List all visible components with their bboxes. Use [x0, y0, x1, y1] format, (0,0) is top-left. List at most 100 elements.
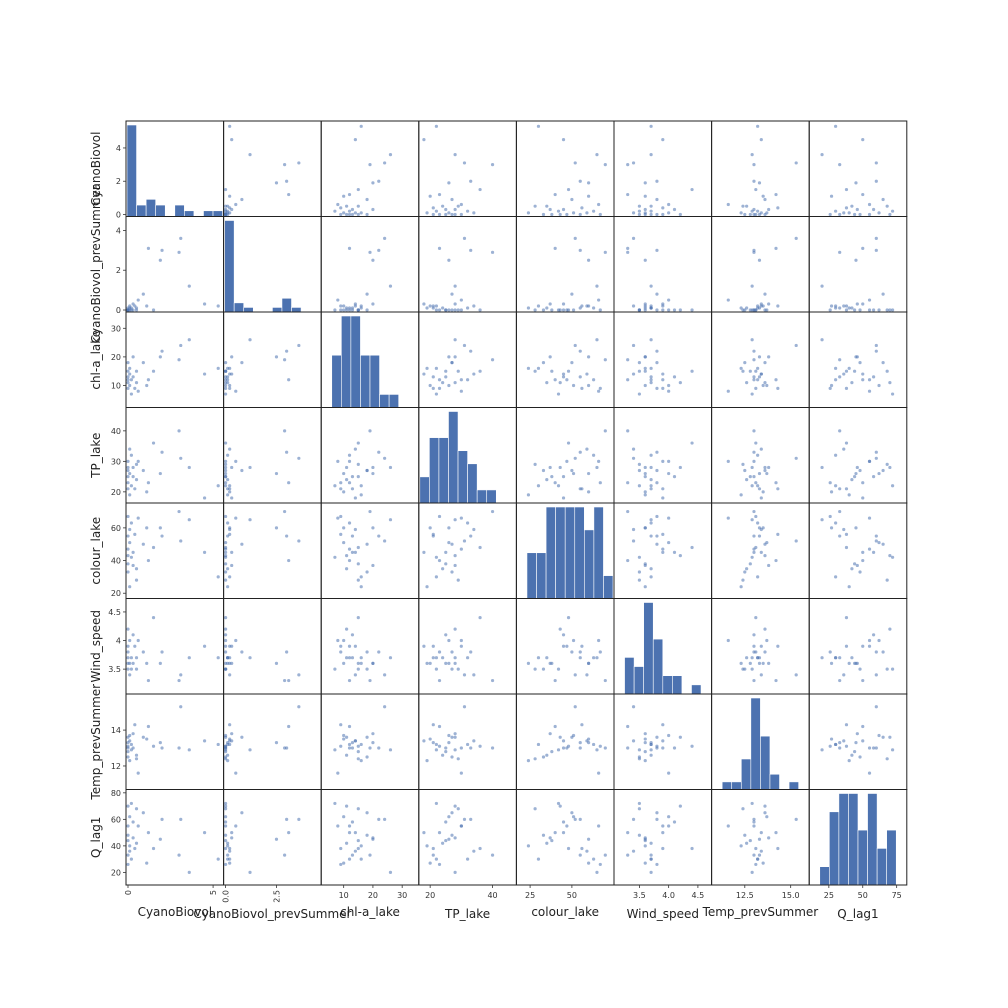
- scatter-point-cyanobiovol-vs-chl-a-lake-7: [356, 187, 360, 192]
- scatter-point-wind-speed-vs-colour-lake-5: [578, 650, 582, 654]
- scatter-point-cyanobiovol-vs-cyanobiovol-prevsummer-4: [283, 162, 287, 167]
- scatter-point-cyanobiovol-vs-q-lag1-26: [888, 212, 892, 217]
- scatter-point-tp-lake-vs-temp-prevsummer-0: [756, 484, 760, 488]
- scatter-point-wind-speed-vs-chl-a-lake-7: [356, 616, 360, 620]
- scatter-point-chl-a-lake-vs-q-lag1-27: [853, 369, 857, 373]
- scatter-point-q-lag1-vs-chl-a-lake-22: [347, 824, 352, 828]
- scatter-point-temp-prevsummer-vs-chl-a-lake-7: [356, 744, 360, 748]
- scatter-point-tp-lake-vs-cyanobiovol-prevsummer-26: [224, 465, 228, 470]
- scatter-point-cyanobiovol-vs-cyanobiovol-prevsummer-6: [274, 181, 279, 185]
- scatter-point-tp-lake-vs-temp-prevsummer-5: [752, 450, 756, 454]
- scatter-point-chl-a-lake-vs-q-lag1-4: [838, 358, 842, 362]
- scatter-point-cyanobiovol-prevsummer-vs-q-lag1-15: [872, 308, 876, 312]
- scatter-point-q-lag1-vs-wind-speed-10: [655, 811, 659, 815]
- scatter-point-colour-lake-vs-tp-lake-25: [431, 534, 435, 538]
- scatter-point-colour-lake-vs-temp-prevsummer-16: [767, 563, 771, 568]
- scatter-point-colour-lake-vs-chl-a-lake-2: [388, 518, 393, 522]
- histogram-bar-wind-speed-3: [643, 602, 654, 695]
- scatter-point-cyanobiovol-prevsummer-vs-tp-lake-6: [447, 258, 451, 262]
- scatter-point-chl-a-lake-vs-cyanobiovol-prevsummer-10: [240, 361, 244, 365]
- scatter-point-chl-a-lake-vs-tp-lake-6: [447, 355, 451, 359]
- scatter-point-q-lag1-vs-wind-speed-7: [690, 846, 694, 851]
- ytick-label-wind-speed: 4.5: [108, 608, 121, 617]
- scatter-point-q-lag1-vs-tp-lake-25: [431, 853, 435, 857]
- scatter-point-temp-prevsummer-vs-cyanobiovol-prevsummer-16: [230, 732, 234, 736]
- scatter-point-cyanobiovol-vs-temp-prevsummer-27: [748, 212, 752, 217]
- scatter-point-chl-a-lake-vs-cyanobiovol-prevsummer-26: [224, 381, 228, 385]
- scatter-point-q-lag1-vs-chl-a-lake-14: [339, 846, 343, 851]
- scatter-point-cyanobiovol-vs-temp-prevsummer-3: [794, 161, 798, 165]
- scatter-point-chl-a-lake-vs-temp-prevsummer-26: [763, 381, 767, 385]
- scatter-point-cyanobiovol-prevsummer-vs-colour-lake-21: [526, 306, 531, 310]
- scatter-point-cyanobiovol-vs-tp-lake-8: [437, 192, 442, 197]
- scatter-point-temp-prevsummer-vs-colour-lake-22: [565, 746, 569, 750]
- scatter-point-wind-speed-vs-chl-a-lake-3: [383, 673, 387, 677]
- scatter-point-wind-speed-vs-q-lag1-14: [844, 644, 849, 648]
- scatter-point-temp-prevsummer-vs-q-lag1-3: [874, 705, 878, 709]
- scatter-point-chl-a-lake-vs-wind-speed-19: [631, 372, 636, 376]
- scatter-point-cyanobiovol-prevsummer-vs-colour-lake-8: [553, 246, 557, 250]
- scatter-point-temp-prevsummer-vs-colour-lake-23: [598, 744, 602, 748]
- scatter-point-q-lag1-vs-temp-prevsummer-9: [761, 861, 765, 865]
- scatter-point-chl-a-lake-vs-wind-speed-11: [667, 389, 671, 393]
- scatter-point-temp-prevsummer-vs-q-lag1-19: [842, 739, 846, 743]
- scatter-point-wind-speed-vs-colour-lake-14: [580, 644, 584, 648]
- scatter-point-cyanobiovol-vs-temp-prevsummer-16: [767, 207, 771, 212]
- scatter-point-chl-a-lake-vs-cyanobiovol-0: [216, 366, 220, 370]
- scatter-point-chl-a-lake-vs-tp-lake-11: [459, 389, 463, 393]
- scatter-point-tp-lake-vs-q-lag1-12: [850, 478, 854, 482]
- scatter-point-chl-a-lake-vs-q-lag1-7: [844, 369, 849, 373]
- scatter-point-cyanobiovol-vs-temp-prevsummer-4: [752, 162, 756, 167]
- scatter-point-wind-speed-vs-cyanobiovol-prevsummer-20: [224, 638, 228, 643]
- scatter-point-colour-lake-vs-chl-a-lake-5: [377, 534, 381, 538]
- scatter-point-chl-a-lake-vs-q-lag1-17: [834, 378, 838, 382]
- scatter-point-tp-lake-vs-cyanobiovol-10: [141, 468, 145, 473]
- scatter-point-colour-lake-vs-chl-a-lake-23: [339, 514, 343, 519]
- panel-frame-3-7: [808, 407, 908, 504]
- scatter-point-chl-a-lake-vs-cyanobiovol-19: [128, 372, 132, 376]
- scatter-point-q-lag1-vs-tp-lake-13: [456, 807, 460, 811]
- scatter-point-cyanobiovol-prevsummer-vs-colour-lake-20: [571, 308, 576, 312]
- scatter-point-wind-speed-vs-temp-prevsummer-10: [763, 650, 767, 654]
- scatter-point-colour-lake-vs-tp-lake-23: [437, 514, 442, 519]
- scatter-point-cyanobiovol-prevsummer-vs-cyanobiovol-0: [216, 304, 220, 308]
- scatter-point-tp-lake-vs-wind-speed-1: [661, 496, 665, 500]
- scatter-point-q-lag1-vs-cyanobiovol-18: [129, 801, 133, 806]
- panel-frame-0-2: [320, 120, 420, 217]
- scatter-point-temp-prevsummer-vs-cyanobiovol-prevsummer-8: [287, 724, 291, 729]
- scatter-point-cyanobiovol-vs-wind-speed-16: [643, 207, 647, 212]
- scatter-point-colour-lake-vs-wind-speed-5: [655, 534, 659, 538]
- scatter-point-wind-speed-vs-cyanobiovol-prevsummer-16: [230, 661, 234, 666]
- scatter-point-tp-lake-vs-temp-prevsummer-24: [743, 468, 747, 473]
- scatter-point-cyanobiovol-prevsummer-vs-chl-a-lake-9: [342, 304, 346, 308]
- panel-frame-6-4: [515, 693, 615, 790]
- scatter-point-q-lag1-vs-colour-lake-9: [587, 861, 591, 865]
- scatter-point-cyanobiovol-prevsummer-vs-cyanobiovol-6: [158, 258, 162, 262]
- scatter-point-cyanobiovol-vs-colour-lake-6: [587, 181, 591, 185]
- scatter-point-cyanobiovol-vs-temp-prevsummer-26: [763, 212, 767, 217]
- scatter-point-cyanobiovol-prevsummer-vs-tp-lake-22: [459, 308, 463, 312]
- xtick-label-temp-prevsummer: 12.5: [736, 891, 754, 900]
- scatter-point-cyanobiovol-vs-colour-lake-9: [587, 194, 591, 198]
- scatter-point-chl-a-lake-vs-q-lag1-25: [838, 375, 842, 379]
- scatter-point-tp-lake-vs-q-lag1-5: [874, 450, 878, 454]
- histogram-bar-temp-prevsummer-5: [760, 735, 771, 790]
- scatter-point-cyanobiovol-prevsummer-vs-temp-prevsummer-8: [774, 246, 778, 250]
- scatter-point-colour-lake-vs-q-lag1-8: [861, 558, 865, 563]
- scatter-point-cyanobiovol-prevsummer-vs-temp-prevsummer-14: [776, 304, 780, 308]
- scatter-point-colour-lake-vs-q-lag1-19: [842, 527, 846, 532]
- scatter-point-colour-lake-vs-temp-prevsummer-21: [739, 585, 743, 589]
- scatter-point-wind-speed-vs-colour-lake-9: [587, 661, 591, 666]
- scatter-point-temp-prevsummer-vs-cyanobiovol-3: [179, 705, 183, 709]
- scatter-point-wind-speed-vs-tp-lake-3: [462, 673, 467, 677]
- scatter-point-chl-a-lake-vs-q-lag1-2: [820, 338, 824, 342]
- scatter-point-wind-speed-vs-temp-prevsummer-21: [739, 661, 743, 666]
- scatter-point-colour-lake-vs-chl-a-lake-3: [383, 539, 387, 543]
- scatter-point-q-lag1-vs-tp-lake-8: [437, 831, 442, 835]
- scatter-point-colour-lake-vs-tp-lake-6: [447, 526, 451, 530]
- scatter-point-q-lag1-vs-cyanobiovol-3: [179, 817, 183, 821]
- scatter-point-cyanobiovol-prevsummer-vs-wind-speed-8: [626, 246, 630, 250]
- scatter-point-colour-lake-vs-temp-prevsummer-13: [741, 578, 745, 582]
- scatter-point-cyanobiovol-vs-chl-a-lake-1: [353, 138, 357, 142]
- scatter-point-temp-prevsummer-vs-cyanobiovol-9: [145, 737, 149, 741]
